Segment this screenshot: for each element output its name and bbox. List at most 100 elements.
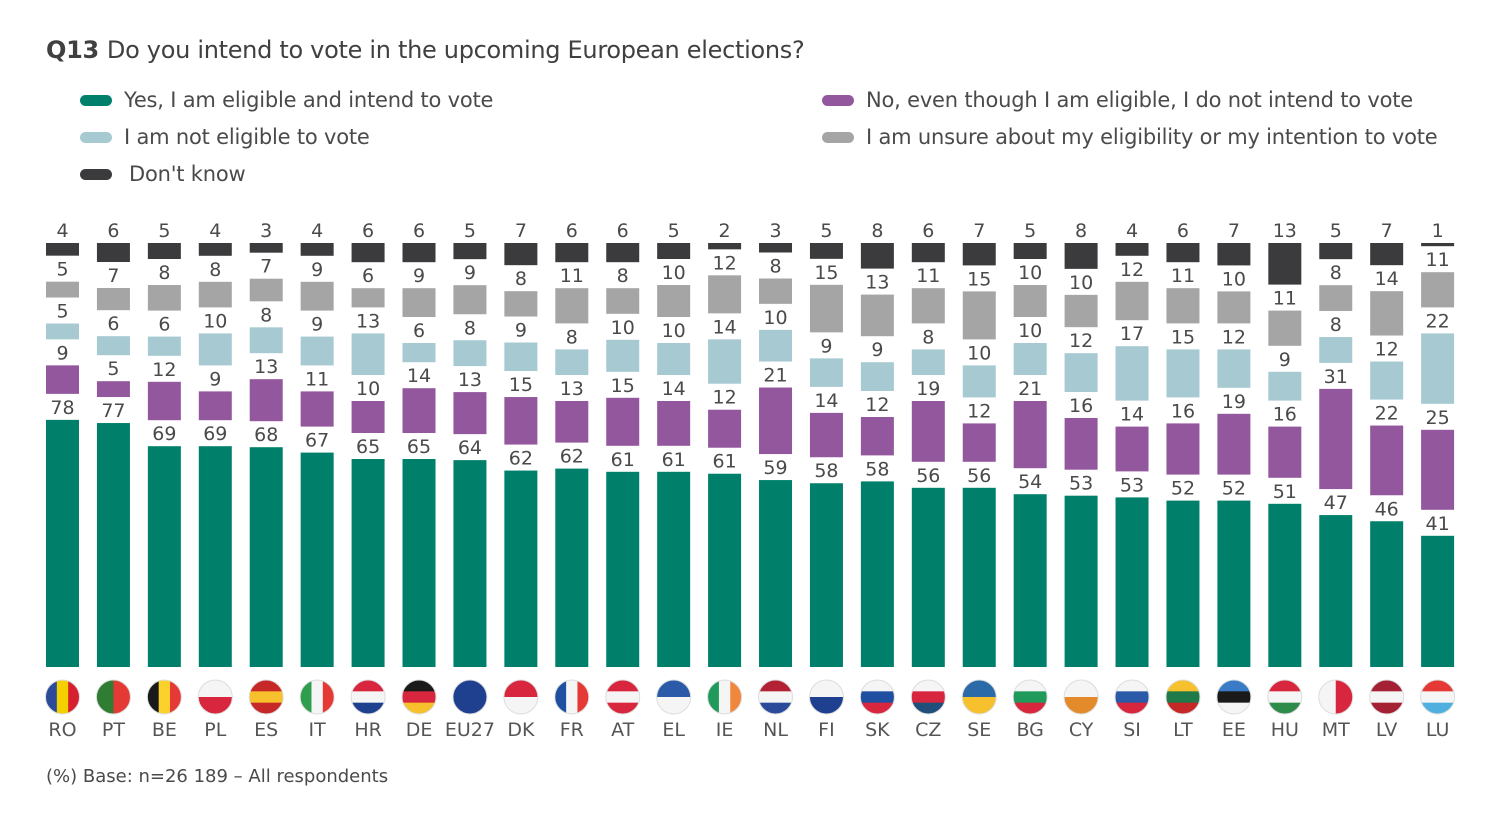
data-label-no: 16 xyxy=(1273,404,1297,426)
bar-segment-unsure xyxy=(1268,310,1302,346)
bar-segment-not-eligible xyxy=(1115,346,1149,401)
data-label-no: 14 xyxy=(814,390,838,412)
data-label-unsure: 8 xyxy=(1330,262,1342,284)
bar-segment-not-eligible xyxy=(1421,333,1455,404)
data-label-unsure: 8 xyxy=(158,262,170,284)
country-label: SI xyxy=(1123,719,1141,741)
bar-segment-not-eligible xyxy=(708,339,742,384)
data-label-no: 14 xyxy=(1120,404,1144,426)
bar-segment-no xyxy=(351,401,385,433)
bar-segment-no xyxy=(809,412,843,458)
bar-segment-unsure xyxy=(504,291,538,317)
bar-segment-unsure xyxy=(46,281,79,298)
bar-segment-no xyxy=(1268,426,1302,478)
bar-segment-yes xyxy=(1319,515,1353,667)
flag-icon-cz xyxy=(911,680,946,714)
data-label-yes: 58 xyxy=(865,458,889,480)
bar-segment-yes xyxy=(504,470,538,667)
bar-segment-unsure xyxy=(759,278,793,304)
flag-border xyxy=(146,679,182,715)
data-label-unsure: 10 xyxy=(1069,272,1093,294)
data-label-no: 9 xyxy=(209,368,221,390)
flag-border xyxy=(1420,679,1456,715)
bar-segment-not-eligible xyxy=(606,339,640,372)
data-label-not-eligible: 8 xyxy=(1330,314,1342,336)
data-label-unsure: 11 xyxy=(1426,249,1450,271)
country-label: DK xyxy=(507,719,535,741)
bar-segment-not-eligible xyxy=(809,358,843,387)
bar-segment-dont-know xyxy=(708,243,742,250)
data-label-not-eligible: 22 xyxy=(1426,310,1450,332)
bar-segment-not-eligible xyxy=(147,336,181,356)
data-label-yes: 59 xyxy=(763,457,787,479)
bar-segment-unsure xyxy=(962,291,996,340)
country-label: MT xyxy=(1322,719,1350,741)
bar-segment-not-eligible xyxy=(453,340,487,367)
data-label-unsure: 15 xyxy=(967,268,991,290)
legend-label-no: No, even though I am eligible, I do not … xyxy=(866,88,1414,112)
flag-border xyxy=(1063,679,1099,715)
bar-segment-dont-know xyxy=(504,243,538,266)
country-label: BG xyxy=(1016,719,1043,741)
country-label: CZ xyxy=(915,719,941,741)
legend-swatch-no xyxy=(822,94,854,106)
flag-border xyxy=(197,679,233,715)
bar-segment-no xyxy=(453,392,487,435)
flag-icon-sk xyxy=(860,680,895,714)
bar-segment-no xyxy=(759,387,793,455)
flag-border xyxy=(401,679,437,715)
country-label: AT xyxy=(611,719,635,741)
country-label: NL xyxy=(763,719,788,741)
bar-segment-dont-know xyxy=(300,243,334,256)
data-label-yes: 67 xyxy=(305,430,329,452)
bar-segment-dont-know xyxy=(860,243,894,269)
bar-segment-unsure xyxy=(657,285,691,317)
country-label: FR xyxy=(560,719,584,741)
data-label-yes: 53 xyxy=(1120,474,1144,496)
bar-segment-not-eligible xyxy=(555,349,589,375)
data-label-dont-know: 4 xyxy=(209,220,221,242)
country-label: CY xyxy=(1069,719,1094,741)
data-label-not-eligible: 6 xyxy=(107,313,119,335)
data-label-yes: 78 xyxy=(50,397,74,419)
bar-segment-no xyxy=(1013,401,1047,469)
flag-icon-nl xyxy=(758,680,793,714)
bar-segment-unsure xyxy=(606,288,640,314)
flag-icon-lu xyxy=(1420,680,1455,714)
bar-segment-yes xyxy=(809,483,843,667)
bar-segment-unsure xyxy=(96,288,130,311)
bar-segment-dont-know xyxy=(1217,243,1251,266)
data-label-yes: 65 xyxy=(356,436,380,458)
data-label-dont-know: 5 xyxy=(464,220,476,242)
bar-segment-no xyxy=(606,397,640,446)
bar-segment-unsure xyxy=(402,288,436,317)
data-label-dont-know: 6 xyxy=(617,220,629,242)
bar-segment-yes xyxy=(198,446,232,667)
country-label: HR xyxy=(354,719,382,741)
flag-icon-fr xyxy=(554,680,589,714)
data-label-yes: 61 xyxy=(712,451,736,473)
data-label-not-eligible: 10 xyxy=(763,307,787,329)
flag-border xyxy=(1012,679,1048,715)
bar-segment-not-eligible xyxy=(1268,371,1302,401)
flag-icon-se xyxy=(962,680,997,714)
bar-segment-unsure xyxy=(300,281,334,311)
bar-segment-not-eligible xyxy=(351,333,385,375)
flag-border xyxy=(554,679,590,715)
data-label-no: 13 xyxy=(458,369,482,391)
legend-swatch-yes xyxy=(80,94,112,106)
country-label: PL xyxy=(204,719,226,741)
data-label-not-eligible: 12 xyxy=(1222,326,1246,348)
flag-border xyxy=(503,679,539,715)
bar-segment-not-eligible xyxy=(300,336,334,366)
data-label-dont-know: 4 xyxy=(311,220,323,242)
country-label: HU xyxy=(1271,719,1299,741)
bar-segment-dont-know xyxy=(1013,243,1047,259)
data-label-dont-know: 4 xyxy=(56,220,68,242)
flag-border xyxy=(859,679,895,715)
flag-border xyxy=(45,679,80,715)
bar-segment-yes xyxy=(46,419,79,667)
data-label-dont-know: 5 xyxy=(820,220,832,242)
bar-segment-unsure xyxy=(351,288,385,308)
question-text: Do you intend to vote in the upcoming Eu… xyxy=(106,36,805,64)
